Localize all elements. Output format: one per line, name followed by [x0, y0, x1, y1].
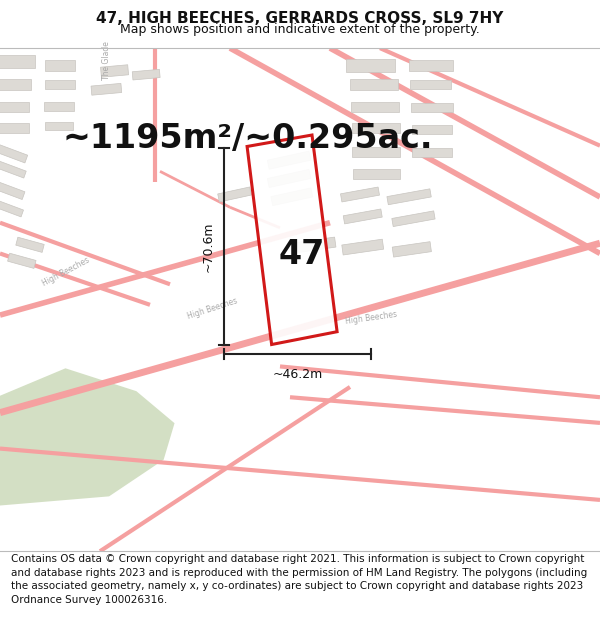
Text: High Beeches: High Beeches [40, 256, 91, 289]
Polygon shape [0, 56, 35, 68]
Polygon shape [0, 180, 25, 199]
Polygon shape [0, 123, 29, 133]
Polygon shape [411, 103, 453, 112]
Text: ~1195m²/~0.295ac.: ~1195m²/~0.295ac. [63, 122, 433, 155]
Polygon shape [45, 61, 75, 71]
Polygon shape [409, 61, 453, 71]
Polygon shape [387, 189, 431, 205]
Text: 47, HIGH BEECHES, GERRARDS CROSS, SL9 7HY: 47, HIGH BEECHES, GERRARDS CROSS, SL9 7H… [97, 11, 503, 26]
Polygon shape [341, 187, 379, 202]
Polygon shape [392, 242, 431, 257]
Polygon shape [342, 239, 383, 255]
Polygon shape [0, 368, 175, 506]
Polygon shape [351, 102, 399, 112]
Polygon shape [132, 69, 160, 80]
Text: Map shows position and indicative extent of the property.: Map shows position and indicative extent… [120, 23, 480, 36]
Text: Contains OS data © Crown copyright and database right 2021. This information is : Contains OS data © Crown copyright and d… [11, 554, 587, 605]
Text: ~70.6m: ~70.6m [202, 221, 215, 272]
Polygon shape [350, 79, 398, 91]
Polygon shape [91, 83, 122, 95]
Polygon shape [0, 79, 31, 91]
Polygon shape [0, 161, 26, 178]
Polygon shape [412, 148, 452, 157]
Polygon shape [268, 169, 311, 187]
Polygon shape [268, 151, 311, 169]
Polygon shape [247, 135, 337, 344]
Polygon shape [410, 80, 451, 89]
Polygon shape [297, 237, 336, 252]
Text: 47: 47 [279, 238, 325, 271]
Polygon shape [352, 148, 400, 158]
Polygon shape [45, 80, 75, 89]
Text: High Beeches: High Beeches [187, 296, 239, 321]
Polygon shape [271, 188, 313, 206]
Polygon shape [412, 125, 452, 134]
Polygon shape [346, 59, 395, 72]
Polygon shape [45, 122, 73, 130]
Polygon shape [0, 144, 28, 163]
Polygon shape [218, 187, 251, 202]
Polygon shape [0, 199, 23, 217]
Polygon shape [44, 102, 74, 111]
Polygon shape [101, 65, 128, 78]
Polygon shape [8, 253, 36, 268]
Text: The Glade: The Glade [102, 41, 111, 81]
Polygon shape [353, 169, 400, 179]
Text: High Beeches: High Beeches [344, 310, 397, 326]
Polygon shape [16, 238, 44, 252]
Polygon shape [392, 211, 435, 227]
Polygon shape [343, 209, 382, 224]
Polygon shape [352, 123, 400, 133]
Polygon shape [0, 102, 29, 112]
Text: ~46.2m: ~46.2m [272, 368, 322, 381]
